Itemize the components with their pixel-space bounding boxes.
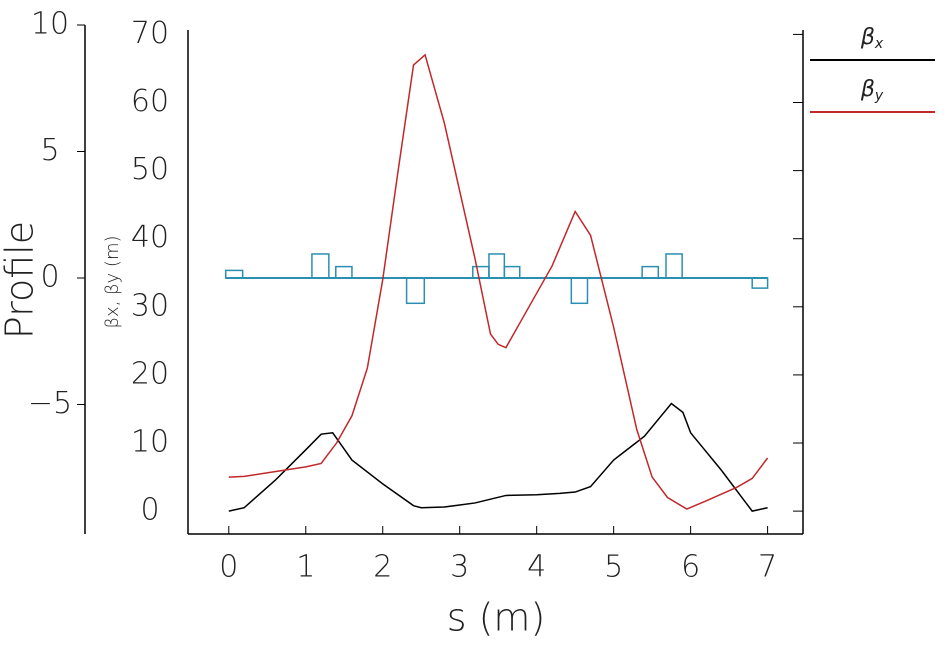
y2-tick-label: −5 (28, 386, 72, 421)
magnet (665, 253, 683, 279)
legend-label: βx (860, 25, 884, 52)
y-tick-label: 50 (131, 152, 169, 187)
y-tick-label: 0 (140, 493, 159, 528)
x-tick-label: 0 (219, 550, 238, 585)
x-tick-label: 2 (373, 550, 392, 585)
magnet (311, 253, 330, 279)
y-tick-label: 40 (131, 220, 169, 255)
magnet (503, 265, 521, 279)
y-tick-label: 30 (131, 288, 169, 323)
x-tick-label: 5 (604, 550, 623, 585)
x-tick-label: 1 (296, 550, 315, 585)
magnet (224, 269, 244, 279)
y2-tick-label: 5 (40, 133, 59, 168)
magnet (472, 265, 490, 279)
y2-axis-label: Profile (0, 221, 42, 339)
magnet (570, 277, 589, 305)
magnet (751, 277, 769, 289)
beta-line (228, 402, 768, 512)
magnet (405, 277, 426, 305)
x-tick-label: 7 (758, 550, 777, 585)
y-axis-label: βx, βy (m) (102, 235, 123, 328)
x-tick-label: 4 (527, 550, 546, 585)
legend-label: βy (860, 77, 884, 104)
magnet (641, 265, 660, 279)
y-tick-label: 20 (131, 356, 169, 391)
magnet (335, 265, 353, 279)
beta-line (228, 53, 769, 510)
y-tick-label: 10 (131, 425, 169, 460)
magnet (488, 253, 506, 279)
x-axis-label: s (m) (447, 596, 546, 640)
y-tick-label: 70 (131, 16, 169, 51)
x-tick-label: 6 (681, 550, 700, 585)
y2-tick-label: 10 (31, 7, 69, 42)
y-tick-label: 60 (131, 84, 169, 119)
y2-tick-label: 0 (40, 260, 59, 295)
x-tick-label: 3 (450, 550, 469, 585)
